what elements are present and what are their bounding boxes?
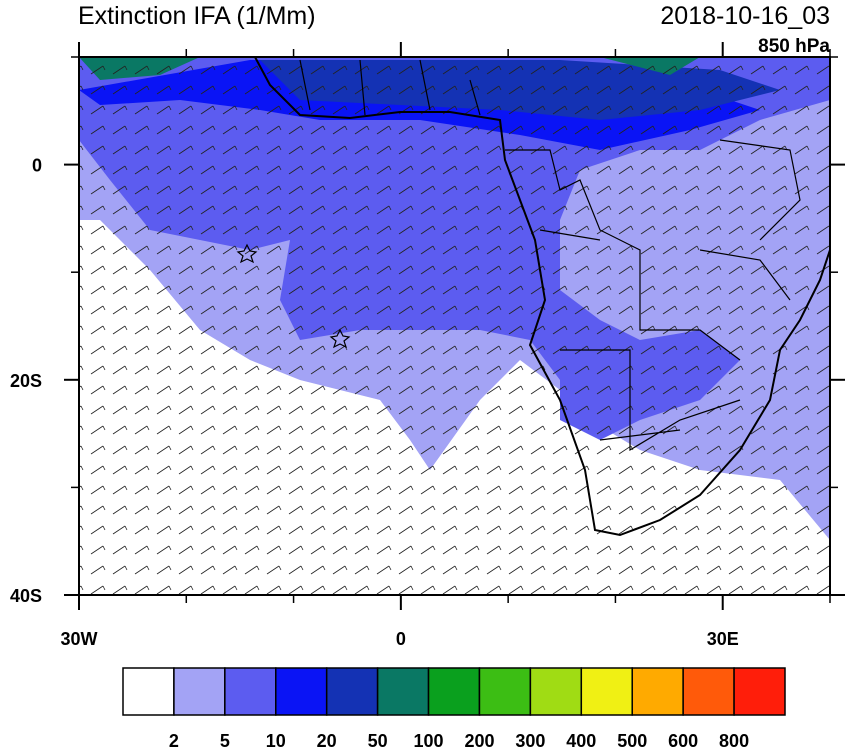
x-tick-label: 0 xyxy=(396,629,406,649)
colorbar-box xyxy=(427,667,481,716)
coastline xyxy=(254,57,830,537)
axes: 30W 0 30E 0 20S 40S xyxy=(10,42,845,649)
colorbar-box xyxy=(275,667,328,716)
colorbar-label: 20 xyxy=(317,731,337,750)
colorbar-box xyxy=(173,667,226,716)
colorbar-box xyxy=(325,667,379,716)
colorbar-label: 300 xyxy=(515,731,545,750)
colorbar-box xyxy=(224,667,277,716)
wind-barbs xyxy=(79,57,830,595)
colorbar-label: 200 xyxy=(464,731,494,750)
map-field xyxy=(79,57,830,595)
colorbar-box xyxy=(122,667,175,716)
y-tick-label: 0 xyxy=(32,156,42,176)
borders xyxy=(299,59,801,452)
colorbar-label: 800 xyxy=(719,731,749,750)
x-tick-label: 30E xyxy=(707,629,739,649)
colorbar-box xyxy=(631,667,684,716)
colorbar-label: 5 xyxy=(220,731,230,750)
colorbar-box xyxy=(733,667,786,716)
markers xyxy=(236,243,351,349)
colorbar: 2 5 10 20 50 100 200 300 400 500 600 800 xyxy=(122,667,786,751)
colorbar-box xyxy=(376,667,430,716)
colorbar-box xyxy=(682,667,735,716)
colorbar-label: 50 xyxy=(368,731,388,750)
colorbar-label: 400 xyxy=(566,731,596,750)
y-tick-label: 40S xyxy=(10,586,42,606)
level: 850 hPa xyxy=(758,36,830,57)
colorbar-label: 100 xyxy=(414,731,444,750)
colorbar-box xyxy=(478,667,532,716)
colorbar-label: 10 xyxy=(266,731,286,750)
colorbar-box xyxy=(529,667,583,716)
y-tick-label: 20S xyxy=(10,371,42,391)
title: Extinction IFA (1/Mm) xyxy=(78,2,316,30)
x-tick-label: 30W xyxy=(60,629,97,649)
colorbar-label: 500 xyxy=(617,731,647,750)
colorbar-label: 600 xyxy=(668,731,698,750)
colorbar-label: 2 xyxy=(169,731,179,750)
colorbar-box xyxy=(580,667,633,716)
valid-time: 2018-10-16_03 xyxy=(660,2,830,30)
plot-frame xyxy=(78,56,831,596)
